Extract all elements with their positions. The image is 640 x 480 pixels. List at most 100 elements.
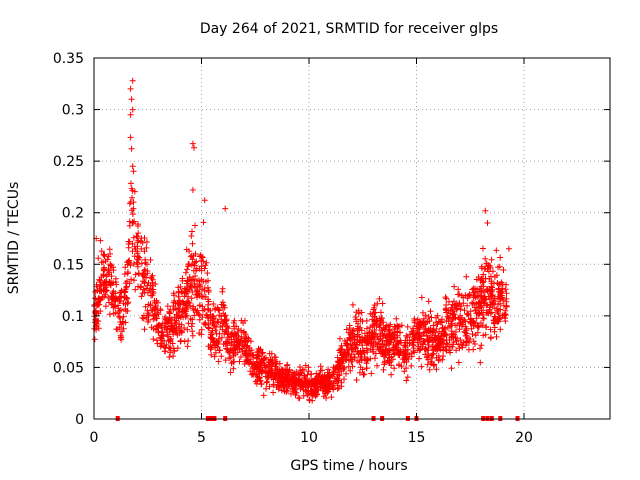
data-point [212,305,219,312]
data-point [184,326,191,333]
data-point [404,334,411,341]
data-point [112,275,119,282]
data-point [134,263,141,270]
data-point [152,304,159,311]
data-point [157,307,164,314]
data-point [275,371,282,378]
data-point [427,325,434,332]
data-point [119,328,125,335]
data-point [480,300,487,307]
data-point [385,354,392,361]
data-point [130,260,137,267]
data-point [503,290,510,297]
data-point [128,276,135,283]
data-point [108,279,115,286]
data-point [98,282,105,288]
data-point [376,295,383,302]
data-point [157,343,164,350]
data-point [393,315,400,322]
data-point [386,326,393,333]
data-point [391,337,398,343]
data-point [369,311,376,318]
data-point [149,276,156,283]
data-point [240,329,247,336]
data-point [241,361,248,367]
data-point [124,295,131,302]
data-point [377,320,384,327]
data-point [220,310,227,317]
data-point [223,327,230,334]
data-point [100,271,107,278]
data-point [387,332,394,339]
data-point [128,180,134,187]
data-point [216,312,223,319]
data-point [161,324,168,331]
data-point [167,338,174,345]
data-point [106,311,113,318]
data-point [327,380,334,387]
data-point [126,280,133,287]
data-point [411,315,418,322]
x-tick-label: 20 [515,430,533,446]
data-point [414,325,421,332]
data-point [204,270,211,277]
data-point [234,349,241,356]
data-point [328,394,335,401]
data-point [263,379,270,386]
data-point [288,379,295,386]
data-point [189,187,196,193]
data-point [132,271,139,278]
data-point [100,251,107,258]
data-point [188,323,195,330]
data-point [434,343,441,350]
data-point [230,365,237,372]
data-point [94,287,100,294]
data-point [256,347,263,354]
data-point [421,338,427,345]
data-point [341,376,347,383]
data-point [198,263,205,270]
data-point [174,345,181,352]
data-point [278,387,285,394]
data-point [377,336,384,343]
data-point [129,211,136,218]
data-point [370,342,377,349]
data-point [211,322,218,329]
data-point [284,387,290,394]
data-point [141,279,148,286]
data-point [482,207,489,214]
data-point [409,330,416,337]
data-point [178,288,185,295]
data-point [301,372,308,379]
data-point [470,338,477,345]
y-tick-label: 0 [75,412,84,428]
data-point [502,307,509,314]
data-point [379,341,386,347]
data-point [449,311,456,318]
data-point [317,363,324,370]
data-point [124,259,131,266]
x-tick-label: 5 [197,430,206,446]
data-point [329,371,336,378]
data-point [352,314,359,320]
data-point [496,263,503,270]
data-point [416,324,423,331]
data-point [359,342,366,349]
data-point [174,312,181,319]
data-point [493,305,500,312]
data-point [108,273,115,280]
data-point [112,298,118,305]
data-point [371,302,378,309]
data-point [289,386,296,393]
data-point [479,315,486,322]
data-point [395,340,402,347]
data-point [445,308,452,314]
data-point [129,194,135,201]
data-point [505,245,512,252]
data-point [193,258,200,265]
data-point [286,367,293,374]
data-point [464,311,470,318]
data-point [188,283,195,290]
data-point [118,307,124,313]
data-point [348,345,355,352]
